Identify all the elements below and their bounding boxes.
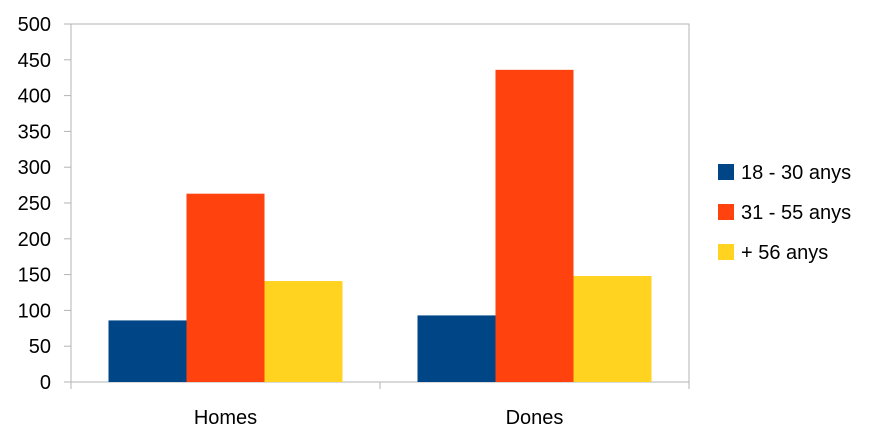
y-tick-label: 50 [29, 336, 51, 358]
x-tick-label: Homes [194, 407, 257, 429]
y-axis: 0 50 100 150 200 250 300 350 400 450 500 [18, 14, 71, 394]
legend-label: + 56 anys [741, 242, 828, 264]
y-tick-label: 250 [18, 193, 51, 215]
y-tick-label: 0 [40, 372, 51, 394]
legend-swatch [718, 244, 734, 260]
y-tick-label: 100 [18, 300, 51, 322]
bar [186, 193, 265, 382]
x-axis: Homes Dones [70, 382, 690, 429]
y-tick-label: 200 [18, 229, 51, 251]
y-tick-label: 300 [18, 157, 51, 179]
bars [108, 69, 652, 382]
bar [573, 276, 652, 382]
x-tick-label: Dones [506, 407, 564, 429]
bar [495, 69, 574, 382]
bar [264, 281, 343, 382]
legend: 18 - 30 anys 31 - 55 anys + 56 anys [718, 162, 851, 264]
legend-swatch [718, 204, 734, 220]
legend-label: 18 - 30 anys [741, 162, 851, 184]
bar [417, 315, 496, 382]
y-tick-label: 400 [18, 86, 51, 108]
legend-label: 31 - 55 anys [741, 202, 851, 224]
bar [108, 320, 187, 382]
y-tick-label: 150 [18, 265, 51, 287]
y-tick-label: 450 [18, 50, 51, 72]
legend-swatch [718, 164, 734, 180]
y-tick-label: 500 [18, 14, 51, 36]
y-tick-label: 350 [18, 121, 51, 143]
